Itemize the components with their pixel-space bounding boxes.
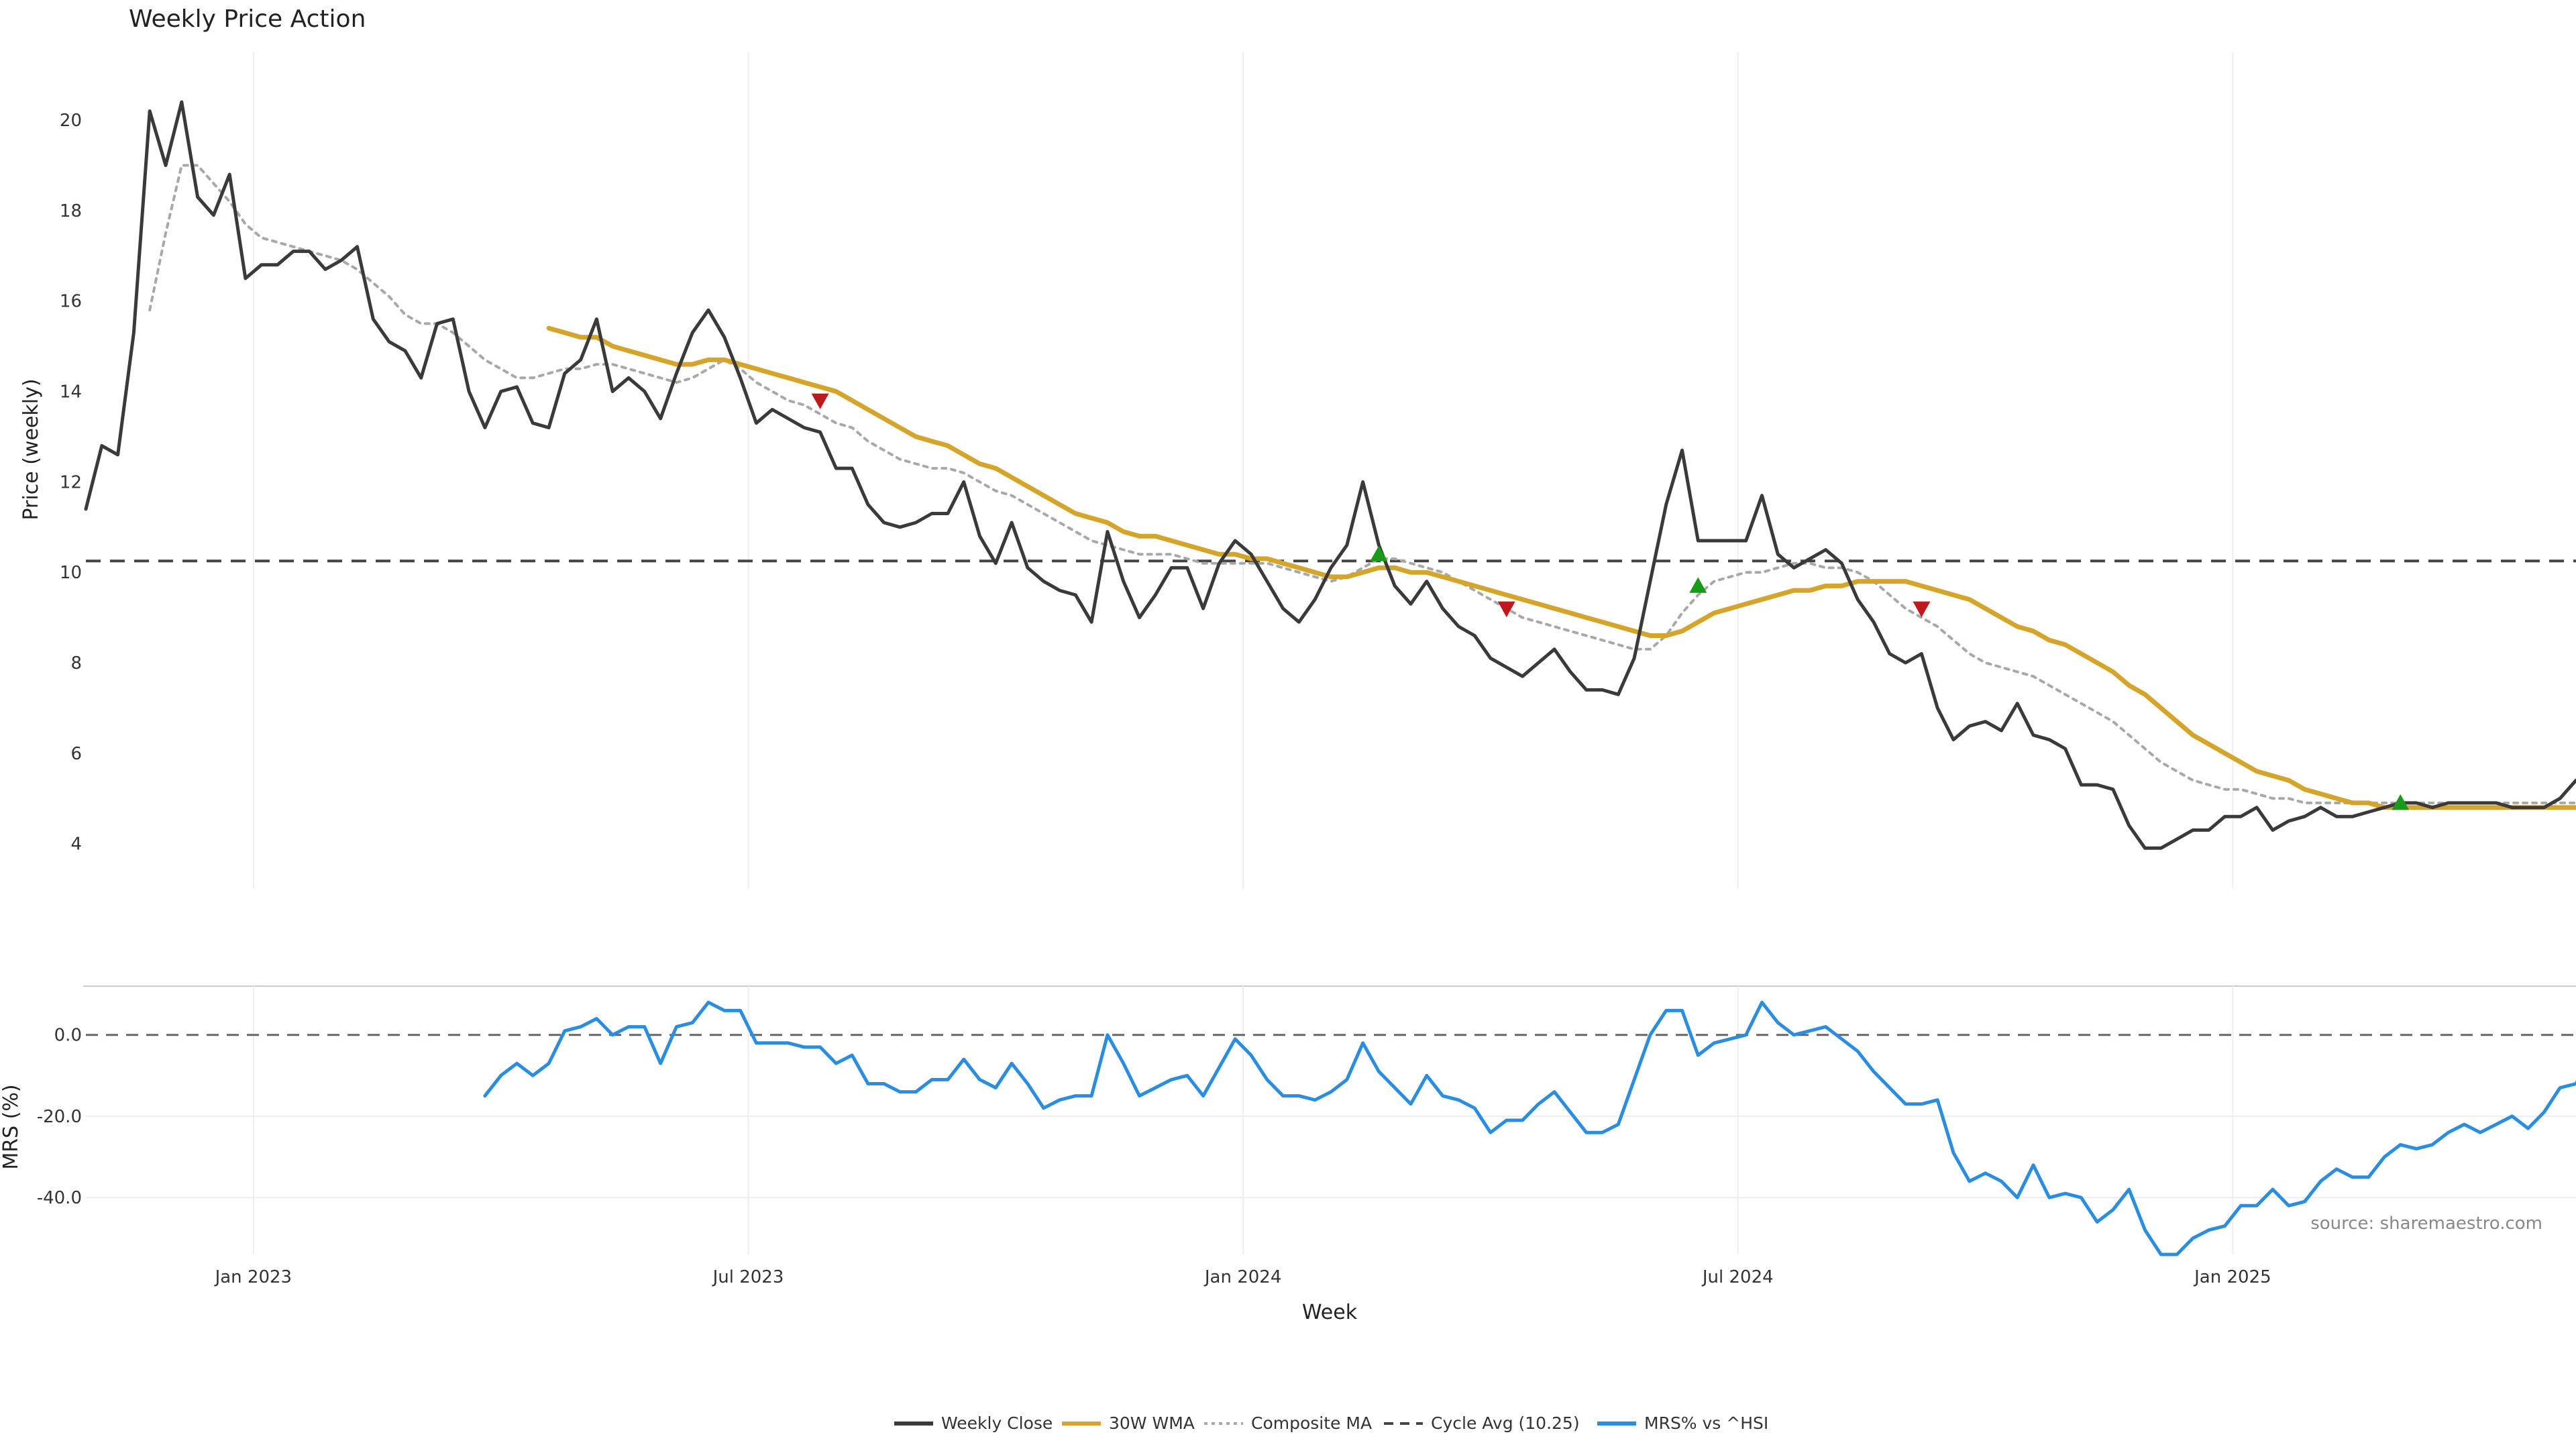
mrs-y-axis-title: MRS (%) [0,1084,23,1169]
mrs-x-gridlines [252,986,2234,1254]
legend-item: MRS% vs ^HSI [1597,1413,1768,1433]
sell-signal-marker [811,393,829,410]
legend-label: Composite MA [1251,1413,1372,1433]
weekly-close-line [84,100,2576,850]
source-note: source: sharemaestro.com [2310,1214,2542,1234]
mrs-y-tick-label: -40.0 [37,1188,82,1208]
price-y-ticks: 4 6 8 10 12 14 16 18 20 [60,111,82,854]
composite-ma-line [148,164,2576,804]
price-y-tick-label: 14 [60,382,82,402]
mrs-series-line [483,1000,2576,1256]
price-series-lines [84,100,2576,850]
legend-label: Weekly Close [941,1413,1053,1433]
x-tick-label: Jan 2023 [214,1267,292,1287]
mrs-y-tick-label: -20.0 [37,1107,82,1127]
legend-label: 30W WMA [1109,1413,1195,1433]
legend-item: Cycle Avg (10.25) [1384,1413,1580,1433]
x-axis-title: Week [1302,1301,1358,1324]
buy-signal-marker [2392,794,2410,810]
mrs-y-ticks: 0.0 -20.0 -40.0 [37,1026,2576,1208]
price-y-tick-label: 8 [70,653,82,674]
legend-item: 30W WMA [1062,1413,1195,1433]
legend-item: Weekly Close [894,1413,1053,1433]
legend-label: Cycle Avg (10.25) [1431,1413,1580,1433]
x-axis-tick-labels: Jan 2023 Jul 2023 Jan 2024 Jul 2024 Jan 2025… [214,1267,2271,1287]
x-tick-label: Jan 2024 [1203,1267,1282,1287]
price-y-tick-label: 10 [60,563,82,583]
wma-30w-line [546,325,2576,810]
price-y-tick-label: 4 [70,835,82,855]
mrs-panel: 0.0 -20.0 -40.0 MRS (%) source: sharemaest… [0,985,2576,1256]
price-y-tick-label: 18 [60,201,82,221]
signal-markers [811,393,2410,810]
mrs-vs-hsi-line [483,1000,2576,1256]
legend-item: Composite MA [1204,1413,1372,1433]
price-y-tick-label: 20 [60,111,82,131]
price-y-tick-label: 6 [70,744,82,764]
legend: Weekly Close 30W WMA Composite MA Cycle Avg… [894,1413,1768,1433]
price-y-axis-title: Price (weekly) [19,378,43,520]
price-y-tick-label: 16 [60,292,82,312]
price-panel: 4 6 8 10 12 14 16 18 20 Price (weekly) [19,52,2576,889]
x-tick-label: Jul 2024 [1701,1267,1774,1287]
price-y-tick-label: 12 [60,472,82,492]
sell-signal-marker [1913,601,1931,618]
x-tick-label: Jan 2025 [2193,1267,2271,1287]
buy-signal-marker [1370,545,1388,561]
price-x-gridlines [252,52,2234,889]
buy-signal-marker [1689,577,1707,593]
chart-title: Weekly Price Action [129,5,366,33]
x-tick-label: Jul 2023 [712,1267,784,1287]
sell-signal-marker [1497,601,1515,618]
mrs-y-tick-label: 0.0 [54,1026,82,1046]
legend-label: MRS% vs ^HSI [1644,1413,1768,1433]
